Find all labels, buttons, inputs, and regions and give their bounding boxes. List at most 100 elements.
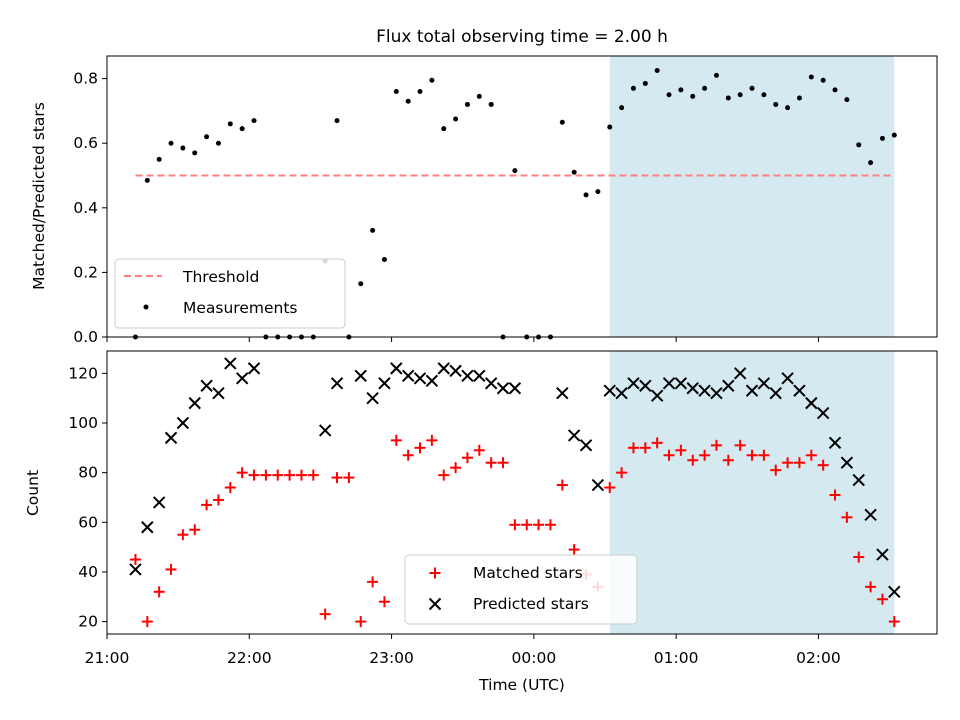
matched-star-point [770,464,782,476]
y-tick-label: 120 [68,364,98,382]
cross-b [615,386,628,400]
y-tick-label: 40 [78,563,98,581]
measurement-point [666,92,672,98]
y-tick-label: 0.0 [73,328,98,346]
cross-b [484,377,498,390]
measurement-point [891,132,897,138]
measurement-point [595,189,601,195]
top-legend-box [114,258,346,329]
cross-b [722,379,735,392]
matched-star-point [841,511,853,523]
matched-star-point [853,551,865,563]
predicted-star-point [188,396,201,410]
measurement-point [630,85,636,91]
cross-b [188,396,201,410]
predicted-star-point [401,369,415,383]
predicted-star-points [129,357,901,599]
measurement-point [144,177,150,183]
matched-star-point [734,439,746,451]
matched-star-point [521,519,533,531]
cross-b [828,436,842,450]
cross-b [461,369,474,383]
predicted-star-point [579,439,593,452]
predicted-star-point [141,521,154,534]
measurement-point [429,77,435,83]
cross-b [710,386,723,400]
y-tick-label: 20 [78,613,98,631]
cross-b [473,369,486,383]
measurement-point [868,160,874,166]
predicted-star-point [413,372,427,385]
legend-matched-marker [429,567,441,579]
matched-star-point [331,472,343,484]
matched-star-point [390,434,402,446]
predicted-star-point [449,364,462,378]
x-tick-label: 00:00 [512,649,557,667]
measurement-point [844,97,850,103]
measurement-point [583,192,589,198]
matched-star-point [473,444,485,456]
matched-star-point [212,494,224,506]
matched-star-point [414,442,426,454]
legend-measurements-swatch [143,304,149,310]
matched-star-point [793,457,805,469]
measurement-point [559,119,565,125]
matched-star-point [378,596,390,608]
x-tick-label: 21:00 [85,649,130,667]
cross-b [449,364,462,378]
cross-b [686,382,699,395]
matched-star-point [355,616,367,628]
cross-b [200,379,213,392]
legend-matched-swatch [429,567,441,579]
measurement-point [393,89,399,95]
measurement-point [607,124,613,130]
matched-star-point [497,457,509,469]
measurement-point [168,140,174,146]
matched-star-point [817,459,829,471]
matched-star-point [450,462,462,474]
measurement-point [796,95,802,101]
top-legend: Threshold Measurements [114,258,346,329]
predicted-star-point [852,473,865,487]
matched-star-point [746,449,758,461]
cross-b [733,367,747,380]
predicted-star-point [461,369,474,383]
predicted-star-point [805,396,818,410]
matched-star-point [675,444,687,456]
measurement-point [749,85,755,91]
cross-b [556,386,569,400]
matched-star-point [533,519,545,531]
measurement-point [713,72,719,78]
cross-b [662,377,676,390]
predicted-star-point [745,384,759,397]
top-axes-frame [106,55,938,338]
predicted-star-point [876,548,889,561]
y-tick-label: 0.6 [73,134,98,152]
predicted-star-point [769,386,782,400]
predicted-star-point [235,372,249,385]
cross-b [224,357,237,370]
cross-b [129,563,142,576]
cross-b [674,377,688,390]
matched-star-point [343,472,355,484]
cross-b [428,597,442,611]
measurement-point [856,142,862,148]
matched-star-point [426,434,438,446]
x-tick-label: 22:00 [227,649,272,667]
matched-star-point [129,554,141,566]
measurement-point [358,281,364,287]
cross-b [603,384,616,397]
matched-star-point [402,449,414,461]
measurement-point [678,87,684,93]
matched-star-point [829,489,841,501]
predicted-star-point [864,508,877,522]
predicted-star-point [508,382,522,395]
predicted-star-point [686,382,699,395]
predicted-star-point [828,436,842,450]
predicted-star-point [390,362,403,375]
matched-star-point [805,449,817,461]
measurement-point [512,168,518,174]
matched-star-point [616,467,628,479]
cross-b [816,406,830,420]
